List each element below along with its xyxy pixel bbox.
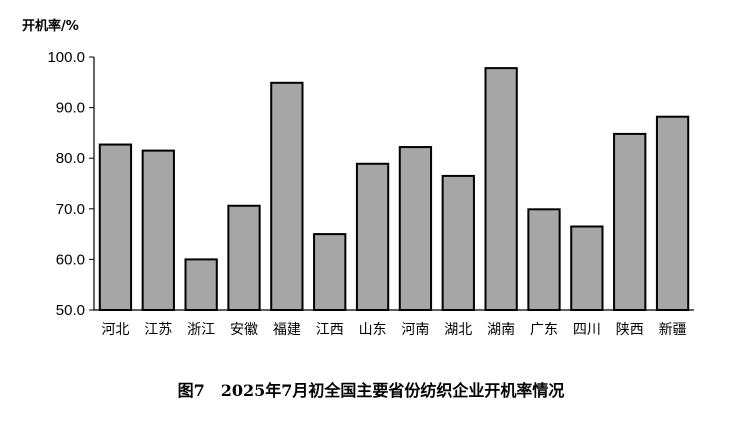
bar-13: [613, 132, 647, 311]
x-category-label: 湖北: [444, 322, 472, 338]
bar-2: [141, 149, 175, 311]
bars: [98, 67, 690, 312]
bar-9: [441, 174, 475, 311]
x-axis-category-labels: 河北 江苏 浙江 安徽 福建 江西 山东 河南 湖北 湖南 广东 四川 陕西 新疆: [101, 322, 686, 338]
x-category-label: 福建: [273, 322, 301, 338]
bar-7: [355, 162, 390, 311]
x-category-label: 陕西: [616, 322, 644, 338]
figure-caption: 图7 2025年7月初全国主要省份纺织企业开机率情况: [177, 381, 565, 400]
bar-12: [570, 225, 604, 311]
x-category-label: 江西: [316, 322, 344, 338]
bar-8: [398, 146, 433, 311]
y-tick-label: 70.0: [56, 201, 85, 218]
bar-14: [655, 115, 690, 312]
y-axis-ticks: 50.0 60.0 70.0 80.0 90.0 100.0: [47, 49, 94, 319]
bar-chart: 开机率/% 50.0 60.0 70.0 80.0 90.0 100.0 河北 江苏 浙江 安徽…: [22, 18, 694, 338]
x-category-label: 湖南: [487, 322, 515, 338]
y-tick-label: 50.0: [56, 302, 85, 319]
bar-4: [227, 204, 261, 312]
x-category-label: 广东: [530, 322, 558, 338]
x-category-label: 浙江: [187, 322, 215, 338]
x-category-label: 新疆: [659, 322, 687, 338]
bar-3: [184, 258, 218, 311]
bar-6: [313, 233, 347, 312]
x-category-label: 江苏: [144, 322, 172, 338]
x-category-label: 安徽: [230, 322, 258, 338]
y-tick-label: 80.0: [56, 150, 85, 167]
x-category-label: 四川: [573, 322, 601, 338]
y-tick-label: 60.0: [56, 251, 85, 268]
bar-11: [527, 208, 561, 311]
x-category-label: 河北: [101, 322, 129, 338]
bar-5: [270, 81, 304, 311]
bar-10: [484, 67, 518, 311]
bar-1: [98, 143, 133, 311]
y-tick-label: 100.0: [47, 49, 85, 66]
x-category-label: 河南: [401, 322, 429, 338]
y-tick-label: 90.0: [56, 100, 85, 117]
x-category-label: 山东: [359, 322, 387, 338]
y-axis-unit-label: 开机率/%: [22, 18, 79, 34]
